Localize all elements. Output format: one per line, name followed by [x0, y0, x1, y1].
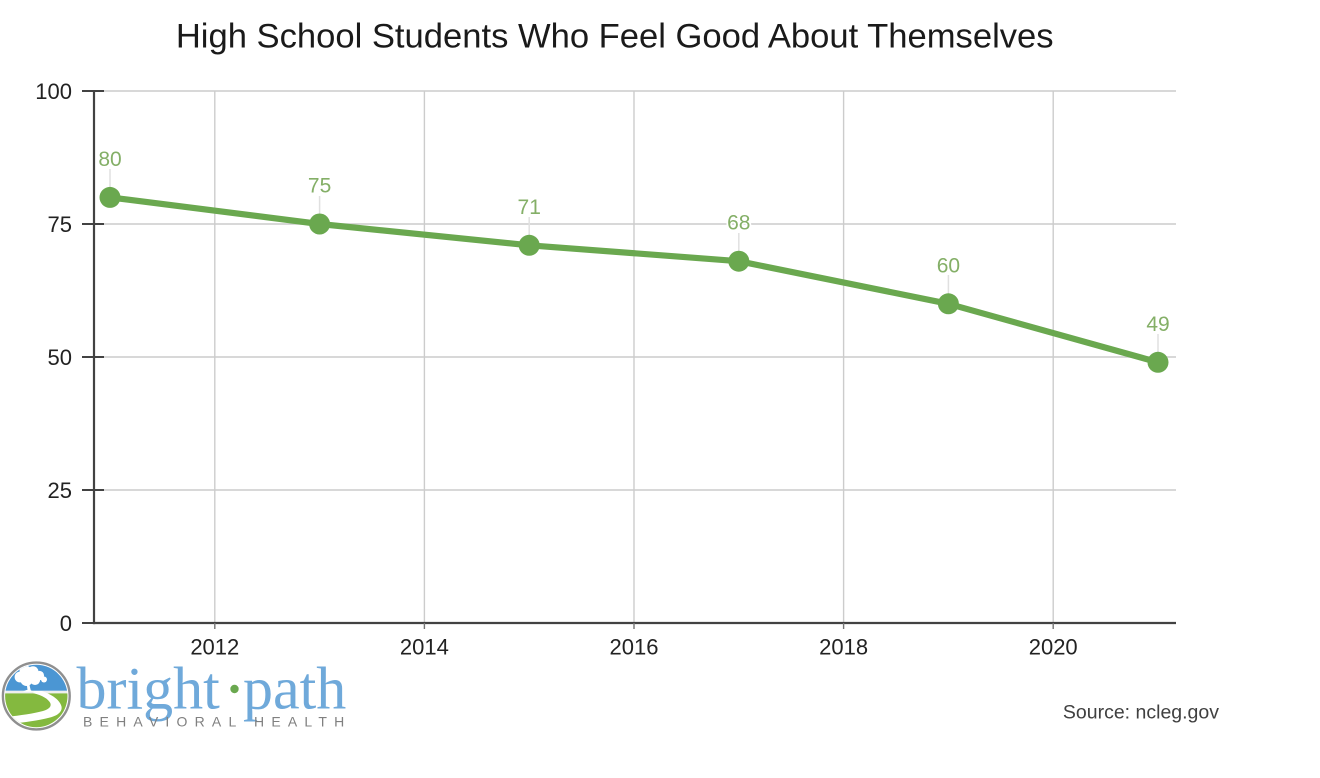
- svg-text:75: 75: [48, 212, 72, 237]
- svg-text:60: 60: [937, 254, 960, 277]
- svg-text:68: 68: [727, 212, 750, 235]
- svg-text:2016: 2016: [610, 635, 659, 660]
- svg-text:path: path: [243, 656, 346, 722]
- svg-text:2012: 2012: [190, 635, 239, 660]
- svg-text:49: 49: [1146, 313, 1169, 336]
- svg-text:100: 100: [35, 79, 72, 104]
- svg-text:2018: 2018: [819, 635, 868, 660]
- svg-text:71: 71: [518, 196, 541, 219]
- svg-text:2020: 2020: [1029, 635, 1078, 660]
- svg-text:0: 0: [60, 611, 72, 636]
- svg-text:bright: bright: [77, 656, 221, 722]
- svg-text:BEHAVIORAL HEALTH: BEHAVIORAL HEALTH: [83, 714, 351, 730]
- svg-text:25: 25: [48, 478, 72, 503]
- svg-text:75: 75: [308, 175, 331, 198]
- svg-text:Source: ncleg.gov: Source: ncleg.gov: [1063, 701, 1219, 723]
- svg-text:80: 80: [98, 148, 121, 171]
- svg-text:50: 50: [48, 345, 72, 370]
- svg-text:High School Students Who Feel: High School Students Who Feel Good About…: [176, 18, 1054, 56]
- svg-text:2014: 2014: [400, 635, 449, 660]
